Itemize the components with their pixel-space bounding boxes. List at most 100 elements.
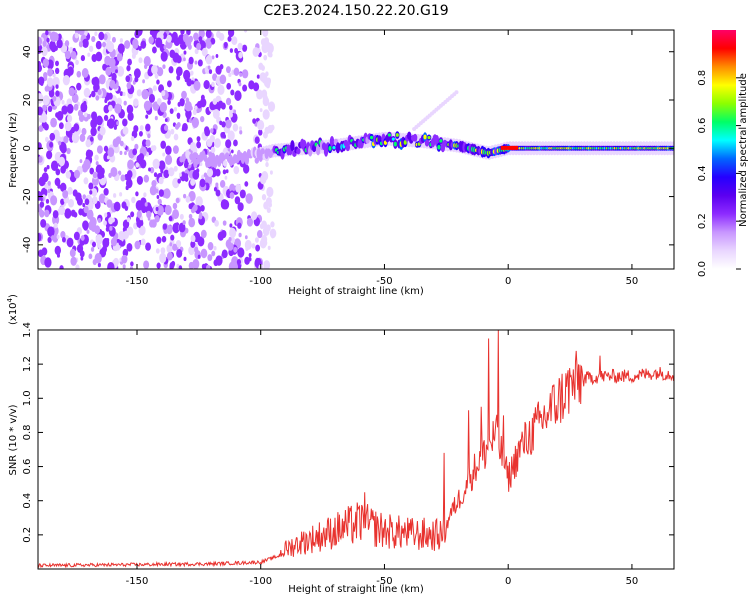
spectrogram-cell: [227, 35, 232, 42]
spectrogram-cell: [40, 113, 48, 123]
spectrogram-cell: [229, 112, 233, 118]
spectrogram-cell: [270, 221, 275, 228]
spectrogram-cell: [207, 65, 211, 70]
spectrogram-cell: [110, 237, 117, 247]
spectrogram-cell: [222, 220, 227, 226]
spectrogram-cell: [82, 194, 87, 200]
spectrogram-cell: [96, 242, 101, 248]
spectrogram-cell: [60, 231, 66, 239]
spectrogram-cell: [190, 234, 196, 243]
spectrogram-cell: [257, 119, 265, 131]
x-tick-label: -150: [126, 576, 149, 587]
spectrogram-cell: [191, 80, 194, 85]
spectrogram-cell: [98, 193, 106, 204]
spectrogram-cell: [47, 226, 55, 238]
snr-series: [38, 330, 674, 569]
spectrogram-cell: [136, 89, 142, 97]
spectrogram-cell: [97, 89, 102, 96]
spectrogram-cell: [38, 64, 43, 73]
spectrogram-cell: [38, 155, 43, 163]
spectrogram-cell: [219, 74, 227, 85]
spectrogram-cell: [89, 167, 95, 175]
spectrogram-cell: [244, 181, 249, 187]
spectrogram-ridge-core: [369, 135, 374, 140]
spectrogram-cell: [158, 189, 164, 197]
spectrogram-cell: [156, 195, 160, 199]
spectrogram-cell: [159, 252, 167, 264]
spectrogram-cell: [46, 77, 54, 87]
spectrogram-cell: [78, 208, 84, 216]
y-tick-label: 20: [22, 94, 33, 107]
spectrogram-cell: [117, 43, 125, 54]
spectrogram-cell: [260, 237, 267, 247]
spectrogram-cell: [108, 57, 116, 68]
spectrogram-cell: [68, 87, 75, 97]
spectrogram-cell: [125, 75, 131, 83]
spectrogram-cell: [83, 205, 89, 214]
spectrogram-cell: [113, 193, 117, 198]
spectrogram-peak: [500, 145, 519, 150]
snr-y-axis-label: SNR (10 * v/v): [8, 404, 19, 475]
spectrogram-cell: [97, 217, 102, 223]
snr-y-ticks: 0.2 0.4 0.6 0.8 1.0 1.2 1.4: [22, 322, 674, 543]
spectrogram-cell: [188, 217, 196, 228]
spectrogram-cell: [136, 217, 144, 229]
spectrogram-cell: [106, 237, 110, 243]
spectrogram-cell: [116, 66, 125, 77]
spectrogram-cell: [183, 193, 187, 199]
spectrogram-cell: [94, 225, 101, 235]
spectrogram-cell: [141, 89, 149, 100]
spectrogram-cell: [149, 185, 157, 196]
spectrogram-cell: [238, 82, 242, 87]
spectrogram-cell: [116, 53, 123, 62]
spectrogram-cell: [175, 66, 183, 77]
spectrogram-cell: [233, 67, 240, 76]
spectrogram-cell: [127, 226, 134, 236]
spectrogram-cell: [229, 48, 234, 53]
spectrogram-cell: [160, 51, 168, 62]
spectrogram-cell: [61, 105, 68, 115]
spectrogram-y-axis-label: Frequency (Hz): [8, 112, 19, 188]
spectrogram-cell: [119, 192, 123, 197]
spectrogram-cell: [136, 210, 142, 219]
spectrogram-cell: [97, 171, 103, 180]
spectrogram-ridge-cell: [424, 139, 430, 147]
x-tick-label: 0: [505, 576, 511, 587]
spectrogram-cell: [98, 31, 105, 41]
spectrogram-cell: [166, 80, 172, 88]
snr-x-axis-label: Height of straight line (km): [288, 584, 424, 595]
spectrogram-cell: [204, 174, 213, 186]
spectrogram-cell: [252, 47, 260, 57]
spectrogram-cell: [168, 66, 174, 74]
spectrogram-cell: [104, 212, 108, 218]
spectrogram-ridge-core: [439, 139, 443, 143]
spectrogram-cell: [46, 150, 53, 160]
spectrogram-cell: [55, 90, 60, 97]
spectrogram-cell: [160, 140, 167, 149]
spectrogram-cell: [248, 194, 252, 199]
spectrogram-cell: [139, 225, 146, 234]
y-tick-label: 0.6: [22, 459, 33, 475]
spectrogram-cell: [171, 260, 176, 267]
spectrogram-cell: [102, 41, 107, 48]
spectrogram-cell: [244, 235, 248, 240]
spectrogram-cell: [225, 169, 229, 174]
spectrogram-cell: [97, 262, 101, 268]
spectrogram-cell: [135, 200, 144, 211]
colorbar-tick-label: 0.4: [697, 165, 708, 181]
spectrogram-cell: [179, 213, 184, 220]
spectrogram-cell: [200, 116, 205, 123]
spectrogram-cell: [103, 33, 108, 41]
spectrogram-cell: [80, 55, 86, 62]
spectrogram-cell: [172, 222, 180, 234]
spectrogram-cell: [41, 46, 48, 57]
spectrogram-cell: [197, 59, 203, 67]
spectrogram-cell: [239, 129, 243, 135]
spectrogram-cell: [48, 31, 51, 36]
spectrogram-cell: [127, 111, 134, 121]
spectrogram-cell: [206, 168, 214, 178]
spectrogram-cell: [204, 128, 211, 137]
spectrogram-cell: [55, 168, 61, 176]
spectrogram-cell: [138, 46, 142, 51]
snr-scale-label: (x104): [6, 294, 19, 325]
